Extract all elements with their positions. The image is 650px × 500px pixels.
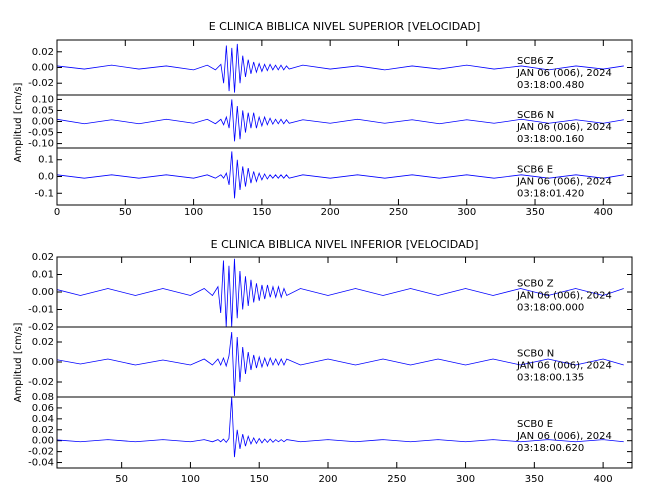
chart-title: E CLINICA BIBLICA NIVEL INFERIOR [VELOCI…: [211, 238, 479, 251]
waveform: [57, 331, 624, 397]
y-tick-label: 0.06: [32, 403, 54, 414]
x-tick-label: 200: [321, 207, 340, 218]
x-tick-label: 300: [456, 474, 475, 485]
x-tick-label: 350: [525, 207, 544, 218]
time-label: 03:18:00.480: [517, 80, 584, 91]
y-tick-label: -0.04: [28, 458, 54, 469]
x-tick-label: 0: [54, 207, 60, 218]
date-label: JAN 06 (006), 2024: [516, 361, 612, 372]
x-tick-label: 400: [594, 474, 613, 485]
x-tick-label: 200: [318, 474, 337, 485]
x-tick-label: 150: [252, 207, 271, 218]
y-tick-label: 0.04: [32, 414, 54, 425]
date-label: JAN 06 (006), 2024: [516, 122, 612, 133]
y-tick-label: -0.02: [28, 447, 54, 458]
y-tick-label: 0.00: [32, 117, 54, 128]
y-tick-label: 0.08: [32, 392, 54, 403]
x-tick-label: 100: [181, 474, 200, 485]
y-tick-label: 0.00: [32, 357, 54, 368]
y-tick-label: 0.02: [32, 337, 54, 348]
x-tick-label: 150: [250, 474, 269, 485]
time-label: 03:18:00.620: [517, 443, 584, 454]
y-tick-label: 0.10: [32, 94, 54, 105]
date-label: JAN 06 (006), 2024: [516, 431, 612, 442]
y-tick-label: -0.1: [34, 188, 54, 199]
station-label: SCB0 E: [517, 419, 553, 430]
subplot-frame: [56, 396, 633, 469]
x-tick-label: 50: [119, 207, 132, 218]
y-tick-label: 0.00: [32, 287, 54, 298]
chart-title: E CLINICA BIBLICA NIVEL SUPERIOR [VELOCI…: [209, 20, 481, 33]
date-label: JAN 06 (006), 2024: [516, 68, 612, 79]
time-label: 03:18:00.000: [517, 303, 584, 314]
y-tick-label: 0.02: [32, 47, 54, 58]
y-tick-label: 0.01: [32, 270, 54, 281]
y-tick-label: -0.02: [28, 78, 54, 89]
time-label: 03:18:00.160: [517, 134, 584, 145]
y-tick-label: -0.10: [28, 139, 54, 150]
waveform: [57, 99, 624, 142]
y-tick-label: 0.02: [32, 425, 54, 436]
date-label: JAN 06 (006), 2024: [516, 291, 612, 302]
y-tick-label: -0.02: [28, 377, 54, 388]
subplot-frame: [56, 147, 633, 206]
y-tick-label: 0.1: [38, 155, 54, 166]
y-tick-label: 0.0: [38, 172, 54, 183]
waveform: [57, 397, 624, 458]
station-label: SCB6 E: [517, 165, 553, 176]
waveform: [57, 151, 624, 199]
y-tick-label: -0.01: [28, 305, 54, 316]
time-label: 03:18:01.420: [517, 189, 584, 200]
waveform: [57, 258, 624, 327]
y-tick-label: 0.00: [32, 436, 54, 447]
station-label: SCB0 N: [517, 349, 554, 360]
y-tick-label: 0.02: [32, 252, 54, 263]
x-tick-label: 100: [184, 207, 203, 218]
y-axis-label: Amplitud [cm/s]: [13, 82, 24, 162]
station-label: SCB6 Z: [517, 56, 554, 67]
x-tick-label: 400: [594, 207, 613, 218]
x-tick-label: 250: [389, 207, 408, 218]
y-tick-label: 0.05: [32, 105, 54, 116]
y-tick-label: 0.00: [32, 63, 54, 74]
x-tick-label: 50: [115, 474, 128, 485]
station-label: SCB6 N: [517, 110, 554, 121]
x-tick-label: 250: [387, 474, 406, 485]
y-axis-label: Amplitud [cm/s]: [13, 322, 24, 402]
x-tick-label: 300: [457, 207, 476, 218]
time-label: 03:18:00.135: [517, 373, 584, 384]
date-label: JAN 06 (006), 2024: [516, 177, 612, 188]
x-tick-label: 350: [525, 474, 544, 485]
y-tick-label: -0.02: [28, 322, 54, 333]
y-tick-label: -0.05: [28, 128, 54, 139]
station-label: SCB0 Z: [517, 279, 554, 290]
waveform: [57, 43, 624, 93]
